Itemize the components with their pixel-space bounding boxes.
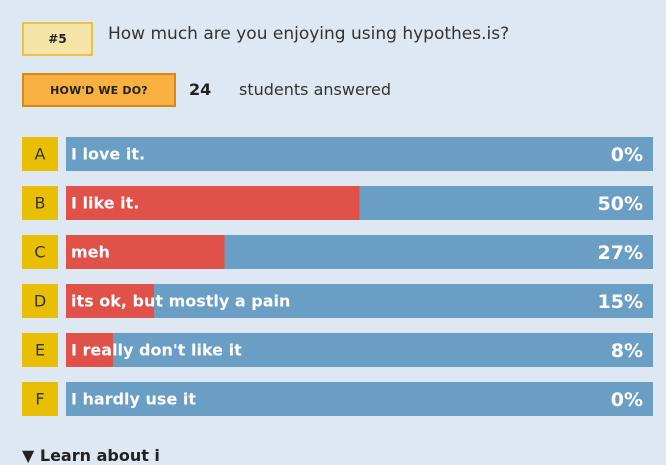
- option-letter-box-b: [22, 186, 58, 220]
- bar-fill-e: [66, 333, 113, 367]
- bar-fill-d: [66, 284, 155, 318]
- bar-track-e: [66, 333, 653, 367]
- question-text: How much are you enjoying using hypothes…: [108, 24, 510, 44]
- option-letter-d: D: [34, 292, 46, 311]
- answer-count: 24: [189, 80, 212, 99]
- option-letter-box-c: [22, 235, 58, 269]
- option-percent-e: 8%: [611, 340, 643, 362]
- bar-track-a: [66, 137, 653, 171]
- howd-we-do-button[interactable]: HOW'D WE DO?: [22, 73, 176, 107]
- option-label-a: I love it.: [71, 145, 145, 164]
- option-label-e: I really don't like it: [71, 341, 242, 360]
- option-label-f: I hardly use it: [71, 390, 196, 409]
- option-percent-b: 50%: [598, 193, 643, 215]
- footer-band: [0, 428, 666, 456]
- option-percent-c: 27%: [598, 242, 643, 264]
- bar-track-d: [66, 284, 653, 318]
- option-percent-d: 15%: [598, 291, 643, 313]
- question-number-badge: #5: [22, 22, 93, 56]
- option-percent-f: 0%: [611, 389, 643, 411]
- option-letter-e: E: [35, 341, 45, 360]
- option-label-b: I like it.: [71, 194, 139, 213]
- bar-fill-c: [66, 235, 225, 269]
- option-letter-b: B: [35, 194, 46, 213]
- option-letter-box-e: [22, 333, 58, 367]
- answer-count-label: students answered: [239, 80, 392, 99]
- bar-fill-b: [66, 186, 360, 220]
- option-letter-f: F: [35, 390, 44, 409]
- option-letter-box-d: [22, 284, 58, 318]
- option-percent-a: 0%: [611, 144, 643, 166]
- option-letter-box-a: [22, 137, 58, 171]
- option-letter-box-f: [22, 382, 58, 416]
- bar-track-f: [66, 382, 653, 416]
- option-letter-c: C: [34, 243, 45, 262]
- option-label-c: meh: [71, 243, 110, 262]
- option-letter-a: A: [35, 145, 46, 164]
- option-label-d: its ok, but mostly a pain: [71, 292, 290, 311]
